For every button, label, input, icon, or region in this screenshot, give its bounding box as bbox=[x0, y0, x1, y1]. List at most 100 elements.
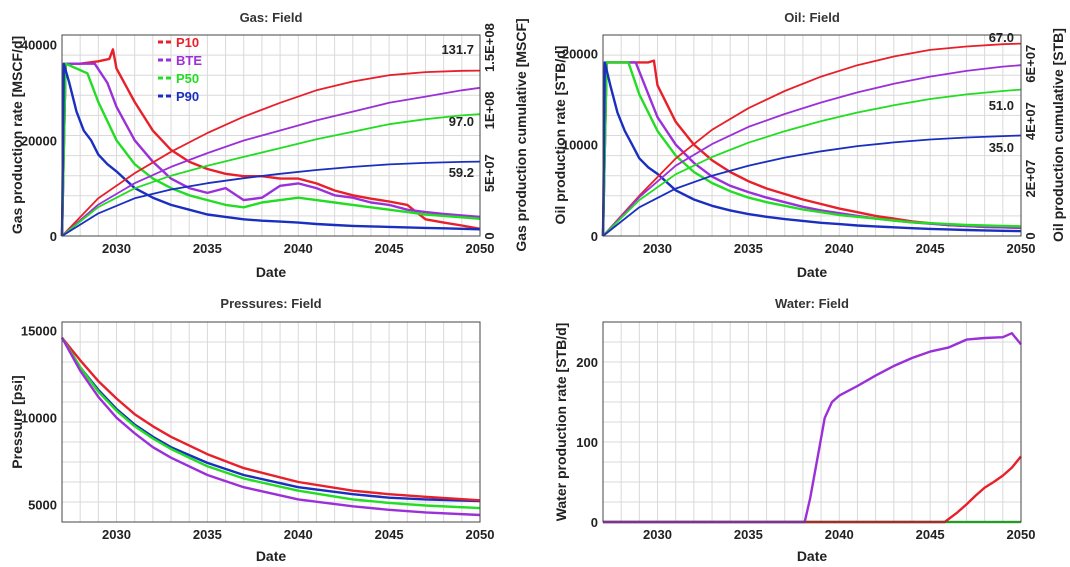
water-x-tick-labels: 2030 2035 2040 2045 2050 bbox=[643, 527, 1035, 542]
water-y-axis-label: Water production rate [STB/d] bbox=[553, 323, 569, 522]
x-tick-label: 2035 bbox=[193, 527, 222, 542]
cumulative-line-p10 bbox=[61, 69, 481, 237]
series-line-p90 bbox=[60, 337, 481, 503]
oil-annotation-p10: 67.0 bbox=[989, 30, 1014, 45]
legend-item-bte: BTE bbox=[158, 53, 202, 68]
gas-cum-lines bbox=[61, 69, 481, 237]
x-tick-label: 2030 bbox=[102, 241, 131, 256]
x-tick-label: 2040 bbox=[284, 241, 313, 256]
pressure-lines bbox=[60, 336, 481, 517]
y-tick-label: 5000 bbox=[28, 498, 57, 513]
y2-tick-label: 5E+07 bbox=[482, 154, 497, 192]
gas-x-tick-labels: 2030 2035 2040 2045 2050 bbox=[102, 241, 494, 256]
legend-item-p10: P10 bbox=[158, 35, 199, 50]
water-y-tick-labels: 0 100 200 bbox=[576, 355, 598, 530]
cumulative-line-p10 bbox=[602, 42, 1022, 237]
x-tick-label: 2035 bbox=[193, 241, 222, 256]
oil-panel: Oil: Field 2030 2035 2040 2045 2050 0 10000 20… bbox=[552, 10, 1066, 280]
y-tick-label: 100 bbox=[576, 435, 598, 450]
gas-y-axis-label: Gas production rate [MSCF/d] bbox=[9, 36, 25, 234]
y-tick-label: 0 bbox=[50, 229, 57, 244]
x-tick-label: 2050 bbox=[1007, 241, 1036, 256]
x-tick-label: 2030 bbox=[643, 527, 672, 542]
oil-y2-tick-labels: 0 2E+07 4E+07 6E+07 bbox=[1023, 45, 1038, 240]
water-title: Water: Field bbox=[775, 296, 849, 311]
gas-title: Gas: Field bbox=[240, 10, 303, 25]
x-tick-label: 2050 bbox=[466, 241, 495, 256]
pressure-x-axis-label: Date bbox=[256, 548, 287, 564]
legend-label-bte: BTE bbox=[176, 53, 202, 68]
water-x-axis-label: Date bbox=[797, 548, 828, 564]
pressure-panel: Pressures: Field 2030 2035 2040 2045 2050 50… bbox=[9, 296, 494, 564]
x-tick-label: 2040 bbox=[284, 527, 313, 542]
y2-tick-label: 1E+08 bbox=[482, 91, 497, 129]
y2-tick-label: 2E+07 bbox=[1023, 160, 1038, 198]
series-line-p90 bbox=[601, 61, 1022, 237]
x-tick-label: 2045 bbox=[916, 527, 945, 542]
gas-legend: P10 BTE P50 P90 bbox=[158, 35, 202, 104]
x-tick-label: 2045 bbox=[375, 527, 404, 542]
cumulative-line-p50 bbox=[602, 88, 1022, 237]
y2-tick-label: 4E+07 bbox=[1023, 102, 1038, 140]
gas-rate-lines bbox=[60, 48, 481, 237]
pressure-gridlines bbox=[61, 322, 481, 522]
gas-y-tick-labels: 0 20000 40000 bbox=[21, 38, 57, 244]
series-line-p50 bbox=[601, 61, 1022, 237]
gas-annotation-p50: 97.0 bbox=[449, 114, 474, 129]
pressure-title: Pressures: Field bbox=[220, 296, 321, 311]
oil-x-tick-labels: 2030 2035 2040 2045 2050 bbox=[643, 241, 1035, 256]
gas-annotation-p10: 131.7 bbox=[441, 42, 474, 57]
series-line-bte bbox=[603, 332, 1022, 524]
y2-tick-label: 0 bbox=[482, 232, 497, 239]
oil-y-axis-label: Oil production rate [STB/d] bbox=[552, 46, 568, 225]
series-line-bte bbox=[60, 62, 481, 237]
pressure-plot-frame bbox=[61, 321, 481, 523]
y-tick-label: 0 bbox=[591, 229, 598, 244]
gas-y2-tick-labels: 0 5E+07 1E+08 1.5E+08 bbox=[482, 23, 497, 239]
oil-plot-frame bbox=[602, 34, 1022, 237]
x-tick-label: 2035 bbox=[734, 527, 763, 542]
y2-tick-label: 1.5E+08 bbox=[482, 23, 497, 72]
gas-panel: Gas: Field 2030 2035 2040 2045 2050 0 20000 40… bbox=[9, 10, 529, 280]
water-plot-frame bbox=[602, 321, 1022, 523]
series-line-bte bbox=[60, 337, 481, 517]
gas-plot-frame bbox=[61, 34, 481, 237]
cumulative-line-p90 bbox=[602, 134, 1022, 237]
oil-annotation-p50: 51.0 bbox=[989, 98, 1014, 113]
y-tick-label: 0 bbox=[591, 515, 598, 530]
y-tick-label: 20000 bbox=[562, 46, 598, 61]
pressure-x-tick-labels: 2030 2035 2040 2045 2050 bbox=[102, 527, 494, 542]
oil-gridlines bbox=[602, 35, 1022, 236]
oil-y2-axis-label: Oil production cumulative [STB] bbox=[1050, 28, 1066, 242]
oil-cum-lines bbox=[602, 42, 1022, 237]
water-panel: Water: Field 2030 2035 2040 2045 2050 0 100 20… bbox=[553, 296, 1035, 564]
x-tick-label: 2030 bbox=[102, 527, 131, 542]
legend-item-p90: P90 bbox=[158, 89, 199, 104]
x-tick-label: 2045 bbox=[916, 241, 945, 256]
x-tick-label: 2050 bbox=[466, 527, 495, 542]
legend-label-p50: P50 bbox=[176, 71, 199, 86]
y-tick-label: 40000 bbox=[21, 38, 57, 53]
oil-x-axis-label: Date bbox=[797, 264, 828, 280]
legend-label-p10: P10 bbox=[176, 35, 199, 50]
oil-rate-lines bbox=[601, 59, 1022, 237]
cumulative-line-p90 bbox=[61, 160, 481, 237]
oil-y-tick-labels: 0 10000 20000 bbox=[562, 46, 598, 244]
series-line-p10 bbox=[61, 336, 481, 502]
y-tick-label: 20000 bbox=[21, 133, 57, 148]
cumulative-line-bte bbox=[602, 64, 1022, 237]
series-line-p50 bbox=[60, 62, 481, 237]
gas-gridlines bbox=[61, 35, 481, 236]
series-line-p10 bbox=[603, 455, 1022, 524]
pressure-y-tick-labels: 5000 10000 15000 bbox=[21, 324, 57, 513]
x-tick-label: 2030 bbox=[643, 241, 672, 256]
x-tick-label: 2050 bbox=[1007, 527, 1036, 542]
oil-title: Oil: Field bbox=[784, 10, 840, 25]
y2-tick-label: 6E+07 bbox=[1023, 45, 1038, 83]
series-line-p90 bbox=[60, 62, 481, 237]
series-line-p10 bbox=[60, 48, 481, 237]
y-tick-label: 200 bbox=[576, 355, 598, 370]
y2-tick-label: 0 bbox=[1023, 232, 1038, 239]
y-tick-label: 10000 bbox=[562, 138, 598, 153]
